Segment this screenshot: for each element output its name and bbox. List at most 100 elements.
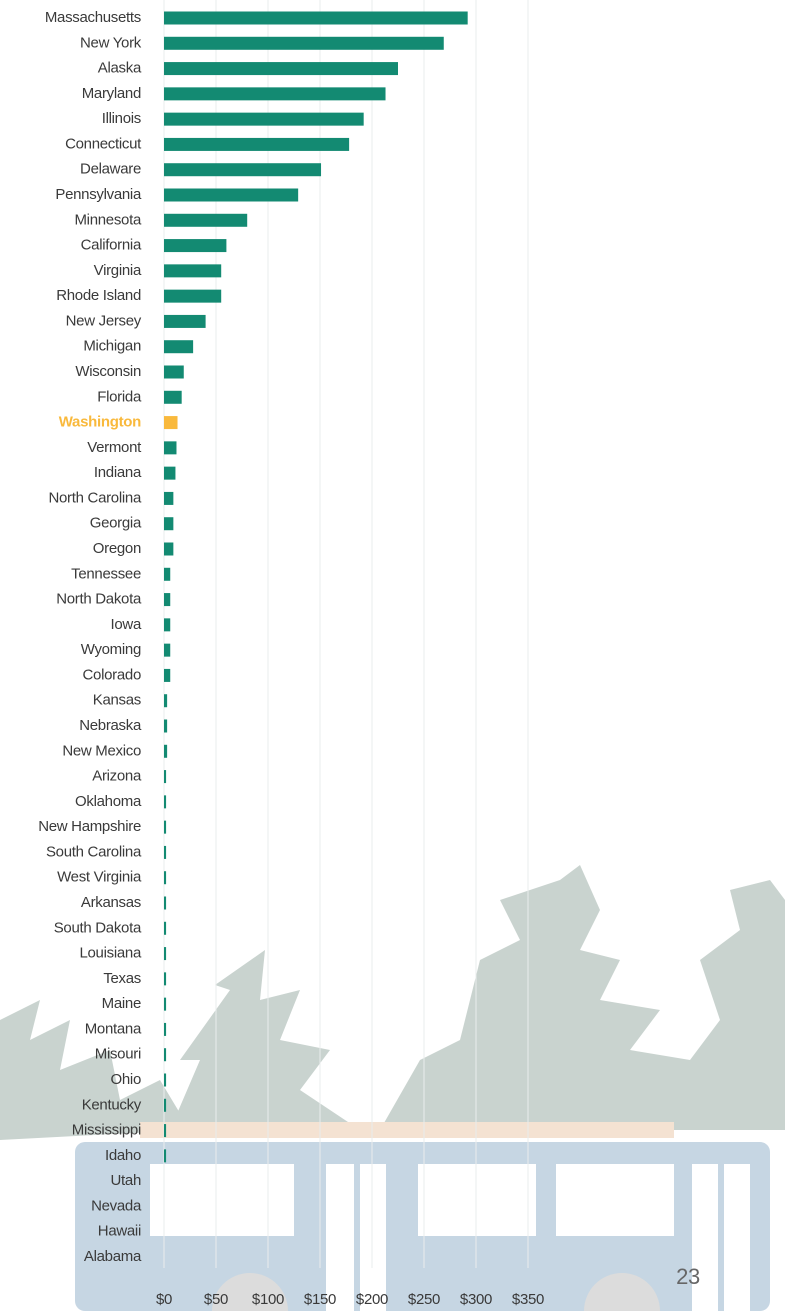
- bar: [164, 264, 222, 278]
- bar: [164, 62, 398, 76]
- bar: [164, 441, 177, 455]
- y-tick-label: Illinois: [102, 110, 141, 127]
- bar: [164, 466, 176, 480]
- y-tick-label: Minnesota: [74, 211, 141, 228]
- page-number: 23: [676, 1264, 700, 1289]
- y-tick-label: West Virginia: [57, 869, 142, 886]
- bar: [164, 1022, 167, 1036]
- tree: [380, 865, 785, 1130]
- bar: [164, 795, 167, 809]
- bar: [164, 365, 184, 379]
- y-tick-label: Louisiana: [79, 945, 141, 962]
- bar: [164, 871, 167, 885]
- band: [140, 1122, 674, 1138]
- wheel: [212, 1273, 288, 1311]
- y-tick-label: Indiana: [94, 464, 142, 481]
- bar: [164, 694, 168, 708]
- y-tick-label: North Dakota: [56, 591, 142, 608]
- bar: [164, 643, 171, 657]
- bar: [164, 668, 171, 682]
- y-tick-label: Oklahoma: [75, 793, 142, 810]
- bar: [164, 1149, 167, 1163]
- y-tick-label: Connecticut: [65, 135, 142, 152]
- y-tick-label: South Carolina: [46, 843, 142, 860]
- bar: [164, 213, 248, 227]
- bar: [164, 921, 167, 935]
- y-tick-label: Oregon: [93, 540, 141, 557]
- y-tick-label: Montana: [85, 1020, 142, 1037]
- bar: [164, 997, 167, 1011]
- y-tick-label: Vermont: [87, 439, 142, 456]
- bar: [164, 137, 350, 151]
- y-tick-label: Idaho: [105, 1147, 141, 1164]
- bus-window: [150, 1164, 294, 1236]
- y-tick-label: New Hampshire: [38, 818, 141, 835]
- y-tick-label: Michigan: [83, 338, 141, 355]
- bus-window: [418, 1164, 536, 1236]
- y-tick-label: Ohio: [111, 1071, 142, 1088]
- bar: [164, 390, 182, 404]
- y-tick-label: Arizona: [92, 768, 142, 785]
- bar: [164, 239, 227, 253]
- bar: [164, 491, 174, 505]
- bar: [164, 340, 194, 354]
- y-tick-label: Texas: [103, 970, 141, 987]
- y-tick-label: Alaska: [98, 60, 142, 77]
- y-tick-label: Nevada: [91, 1197, 142, 1214]
- y-tick-label: Kansas: [93, 692, 141, 709]
- y-tick-label: Colorado: [83, 666, 141, 683]
- y-tick-label: North Carolina: [48, 489, 141, 506]
- y-tick-label: Delaware: [80, 161, 141, 178]
- y-tick-label: Georgia: [90, 515, 142, 532]
- bar: [164, 188, 299, 202]
- bar: [164, 567, 171, 581]
- x-tick-label: $350: [512, 1291, 544, 1308]
- y-tick-label: Rhode Island: [56, 287, 141, 304]
- bar: [164, 719, 168, 733]
- tree: [0, 1000, 190, 1140]
- bar: [164, 289, 222, 303]
- y-tick-label: New Jersey: [66, 312, 142, 329]
- y-tick-label: Kentucky: [82, 1096, 142, 1113]
- x-tick-label: $250: [408, 1291, 440, 1308]
- bus-door: [326, 1164, 354, 1311]
- bar: [164, 972, 167, 986]
- y-tick-label: California: [81, 237, 142, 254]
- bar: [164, 1073, 167, 1087]
- bar: [164, 87, 386, 101]
- bar: [164, 820, 167, 834]
- bar: [164, 517, 174, 531]
- bus-door: [724, 1164, 750, 1311]
- bar: [164, 36, 444, 50]
- bar: [164, 11, 468, 25]
- y-tick-label: Misouri: [95, 1046, 141, 1063]
- y-tick-label: Maryland: [82, 85, 141, 102]
- y-tick-label: Tennessee: [71, 565, 141, 582]
- y-tick-label: Mississippi: [72, 1122, 141, 1139]
- x-tick-label: $150: [304, 1291, 336, 1308]
- bar: [164, 1048, 167, 1062]
- bar: [164, 618, 171, 632]
- wheel: [584, 1273, 660, 1311]
- tree: [170, 950, 360, 1130]
- background-art: [0, 865, 785, 1311]
- y-tick-label: Virginia: [94, 262, 142, 279]
- bar: [164, 1124, 167, 1138]
- bar: [164, 896, 167, 910]
- y-tick-label: Arkansas: [81, 894, 141, 911]
- y-tick-label: New Mexico: [62, 742, 141, 759]
- bar: [164, 593, 171, 607]
- y-tick-label: New York: [80, 34, 142, 51]
- y-tick-label: Hawaii: [98, 1223, 141, 1240]
- bar: [164, 416, 178, 430]
- bar: [164, 1098, 167, 1112]
- bar: [164, 845, 167, 859]
- y-tick-label: Wyoming: [81, 641, 141, 658]
- x-tick-label: $100: [252, 1291, 284, 1308]
- y-tick-label: Florida: [97, 388, 142, 405]
- bus-window: [556, 1164, 674, 1236]
- bar: [164, 744, 168, 758]
- bus-door: [692, 1164, 718, 1311]
- y-tick-label: Pennsylvania: [55, 186, 142, 203]
- y-tick-label: Wisconsin: [75, 363, 141, 380]
